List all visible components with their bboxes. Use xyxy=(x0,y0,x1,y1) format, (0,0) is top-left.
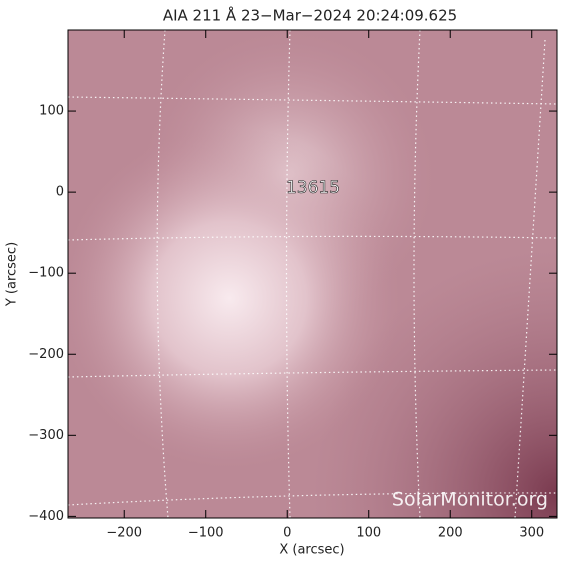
x-tick-label: −200 xyxy=(106,526,142,541)
plot-frame xyxy=(67,29,558,519)
y-tick-label: −100 xyxy=(28,266,64,281)
y-tick-label: −400 xyxy=(28,509,64,524)
y-tick-label: 100 xyxy=(39,104,64,119)
x-tick-label: 100 xyxy=(356,526,381,541)
x-tick-label: 0 xyxy=(283,526,291,541)
x-tick-label: 200 xyxy=(438,526,463,541)
region-label: 13615 xyxy=(286,178,340,198)
y-axis-label: Y (arcsec) xyxy=(5,242,20,307)
x-axis-label: X (arcsec) xyxy=(279,543,344,558)
solar-image xyxy=(68,30,557,518)
x-tick-label: 300 xyxy=(519,526,544,541)
watermark: SolarMonitor.org xyxy=(392,489,548,511)
y-tick-label: −200 xyxy=(28,347,64,362)
heliographic-grid xyxy=(67,29,558,519)
y-tick-label: −300 xyxy=(28,428,64,443)
y-tick-label: 0 xyxy=(56,185,64,200)
x-tick-label: −100 xyxy=(188,526,224,541)
chart-title: AIA 211 Å 23−Mar−2024 20:24:09.625 xyxy=(163,6,457,25)
